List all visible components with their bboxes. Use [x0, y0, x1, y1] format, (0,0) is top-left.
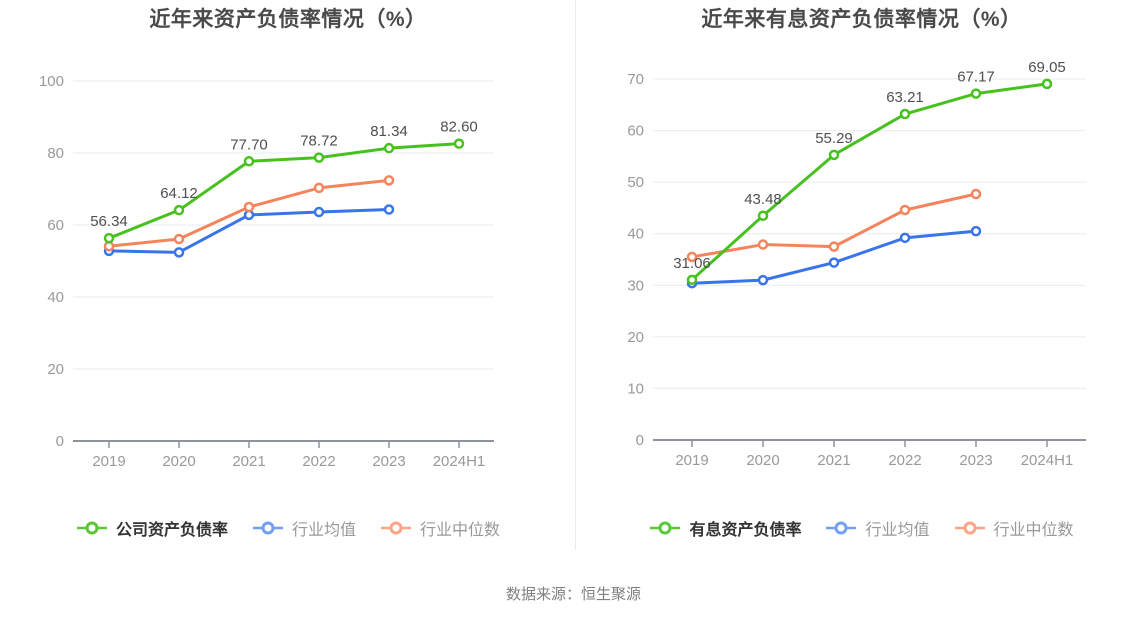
series-line-1 — [690, 229, 978, 285]
legend-marker-icon — [76, 521, 107, 535]
data-point — [757, 210, 769, 222]
y-tick-label: 60 — [627, 123, 644, 140]
data-point — [970, 88, 982, 99]
y-tick-label: 0 — [636, 432, 644, 449]
x-tick-label: 2019 — [675, 452, 708, 469]
legend-marker-icon — [252, 521, 283, 535]
chart-title: 近年来资产负债率情况（%） — [149, 8, 427, 31]
value-label: 56.34 — [90, 213, 128, 230]
legend-marker-icon — [954, 521, 985, 535]
line-chart-asset-liability: 0 20 40 60 80 100 2019 2020 2021 2022 2023 2024H1 56… — [39, 73, 494, 470]
y-tick-label: 40 — [627, 226, 644, 243]
y-tick-label: 100 — [39, 73, 64, 90]
data-point — [757, 274, 769, 286]
data-point — [970, 225, 982, 237]
data-point — [173, 233, 185, 245]
chart-title: 近年来有息资产负债率情况（%） — [701, 8, 1022, 31]
x-tick-label: 2020 — [746, 452, 779, 469]
chart-legend: 有息资产负债率 行业均值 行业中位数 — [576, 516, 1147, 540]
data-point — [828, 241, 840, 252]
chart-panel-asset-liability: 0 20 40 60 80 100 2019 2020 2021 2022 2023 2024H1 56… — [0, 0, 576, 552]
line-chart-interest-bearing-liability: 0 10 20 30 40 50 60 70 2019 2020 2021 2022 2023 2024H… — [627, 59, 1086, 469]
data-point — [383, 175, 395, 186]
legend-label: 行业中位数 — [993, 522, 1074, 539]
data-point — [313, 152, 325, 163]
data-point — [686, 251, 698, 263]
y-tick-label: 70 — [627, 71, 644, 88]
x-tick-label: 2021 — [817, 452, 850, 469]
data-point — [1041, 78, 1053, 90]
data-point — [899, 204, 911, 216]
value-label: 82.60 — [440, 119, 478, 136]
y-tick-label: 80 — [47, 145, 64, 162]
legend-marker-icon — [381, 521, 411, 535]
data-point — [383, 204, 395, 215]
legend-label: 行业中位数 — [420, 522, 501, 539]
y-tick-label: 20 — [47, 361, 64, 378]
legend-item[interactable]: 行业中位数 — [954, 516, 1074, 540]
data-point — [313, 206, 325, 218]
value-label: 55.29 — [815, 130, 853, 147]
data-point — [383, 142, 395, 154]
y-tick-label: 0 — [56, 433, 64, 450]
x-tick-label: 2023 — [372, 453, 405, 470]
value-label: 67.17 — [957, 69, 995, 86]
legend-label: 行业均值 — [291, 522, 356, 539]
data-point — [313, 182, 325, 194]
legend-item[interactable]: 公司资产负债率 — [76, 516, 228, 540]
value-label: 64.12 — [160, 185, 198, 202]
chart-legend: 公司资产负债率 行业均值 行业中位数 — [0, 516, 576, 540]
value-label: 69.05 — [1028, 59, 1066, 76]
y-tick-label: 30 — [627, 277, 644, 294]
data-point — [828, 257, 840, 268]
legend-item[interactable]: 行业中位数 — [380, 516, 500, 540]
legend-label: 行业均值 — [865, 522, 930, 539]
x-tick-label: 2019 — [92, 453, 125, 470]
data-point — [686, 274, 698, 286]
x-tick-label: 2022 — [888, 452, 921, 469]
value-label: 43.48 — [744, 191, 782, 208]
data-point — [243, 201, 255, 213]
panel-divider — [575, 0, 576, 550]
y-tick-label: 20 — [627, 329, 644, 346]
value-label: 78.72 — [300, 133, 338, 150]
x-tick-label: 2020 — [162, 453, 195, 470]
data-source-caption: 数据来源：恒生聚源 — [505, 586, 641, 603]
value-label: 63.21 — [886, 89, 924, 106]
value-label: 31.06 — [673, 255, 711, 272]
legend-item[interactable]: 行业均值 — [825, 516, 930, 540]
y-tick-label: 10 — [627, 380, 644, 397]
data-point — [899, 232, 911, 244]
x-tick-label: 2023 — [959, 452, 992, 469]
chart-panel-interest-bearing-liability: 0 10 20 30 40 50 60 70 2019 2020 2021 2022 2023 2024H… — [576, 0, 1147, 552]
legend-item[interactable]: 有息资产负债率 — [649, 516, 801, 540]
data-point — [828, 149, 840, 161]
y-tick-label: 60 — [47, 217, 64, 234]
legend-label: 有息资产负债率 — [689, 522, 802, 539]
y-tick-label: 40 — [47, 289, 64, 306]
data-point — [243, 156, 255, 167]
data-point — [173, 247, 185, 258]
x-tick-label: 2021 — [232, 453, 265, 470]
data-point — [173, 204, 185, 216]
data-point — [899, 108, 911, 120]
x-tick-label: 2022 — [302, 453, 335, 470]
data-point — [103, 240, 115, 252]
y-tick-label: 50 — [627, 174, 644, 191]
data-point — [453, 138, 465, 149]
legend-marker-icon — [650, 521, 681, 535]
x-tick-label: 2024H1 — [1021, 452, 1074, 469]
series-line-0 — [690, 82, 1049, 282]
value-label: 81.34 — [370, 123, 408, 140]
data-point — [970, 188, 982, 200]
value-label: 77.70 — [230, 136, 268, 153]
x-tick-label: 2024H1 — [433, 453, 486, 470]
legend-label: 公司资产负债率 — [115, 522, 228, 539]
series-line-0 — [107, 142, 461, 240]
data-point — [103, 232, 115, 244]
legend-marker-icon — [826, 521, 857, 535]
legend-item[interactable]: 行业均值 — [252, 516, 356, 540]
data-point — [757, 239, 769, 250]
